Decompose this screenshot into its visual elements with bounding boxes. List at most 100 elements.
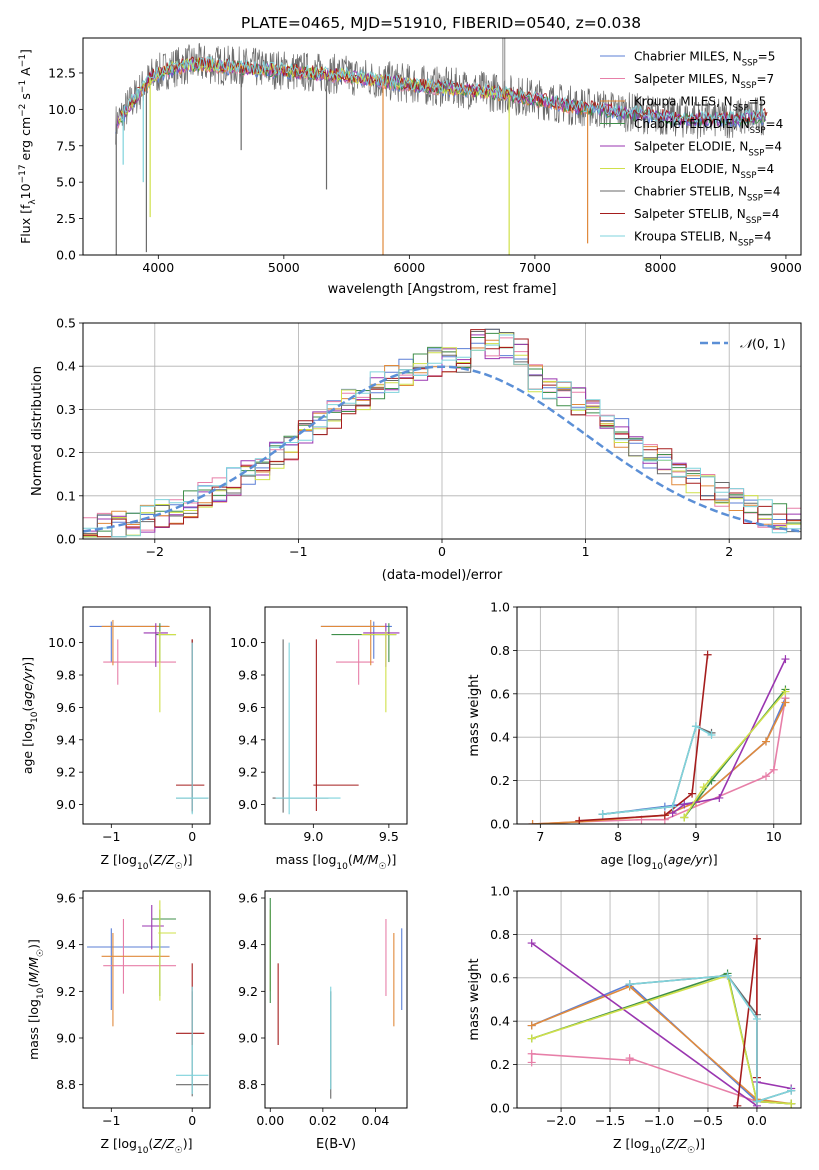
y-tick-label: 9.8 (238, 668, 258, 683)
y-tick-label: 0.0 (490, 817, 510, 832)
plot-area (272, 619, 400, 815)
mass-weight-line (531, 974, 792, 1105)
mass-weight-marker (723, 971, 732, 980)
figure-title: PLATE=0465, MJD=51910, FIBERID=0540, z=0… (241, 14, 641, 32)
y-tick-label: 9.4 (56, 732, 76, 747)
y-tick-label: 0.2 (56, 445, 76, 460)
y-tick-label: 9.4 (238, 937, 258, 952)
axes-frame (82, 890, 211, 1109)
y-tick-label: 9.8 (56, 668, 76, 683)
panel-mass-weight-vs-Z: −2.0 −1.5 −1.0 −0.5 0.0 0.0 0.2 0.4 0.6 0.8 1.0 Z [… (467, 884, 802, 1156)
spectrum-line (117, 57, 512, 125)
y-tick-label: 9.6 (238, 700, 258, 715)
panel-age-vs-Z: −1 0 9.0 9.2 9.4 9.6 9.8 10.0 Z [log10(Z/Z☉)] age… (20, 606, 211, 872)
mass-weight-marker (761, 772, 770, 781)
x-tick-label: 7 (536, 829, 544, 844)
y-tick-label: 0.4 (490, 730, 510, 745)
y-tick-label: 8.8 (56, 1077, 76, 1092)
mass-weight-marker (787, 1086, 796, 1095)
y-tick-label: 9.0 (238, 1031, 258, 1046)
y-tick-label: 9.6 (56, 700, 76, 715)
residual-histogram (83, 334, 801, 538)
mass-weight-marker (787, 1099, 796, 1108)
legend: Chabrier MILES, NSSP=5 Salpeter MILES, NS… (600, 50, 783, 249)
mass-weight-marker (733, 1101, 742, 1108)
legend-label: Chabrier ELODIE, NSSP=4 (634, 117, 783, 136)
panel-mass-vs-Z: −1 0 8.8 9.0 9.2 9.4 9.6 Z [log10(Z/Z☉)] mass [l… (26, 890, 211, 1156)
axes-frame (82, 606, 211, 825)
y-tick-label: 9.0 (56, 797, 76, 812)
y-tick-label: 9.0 (238, 797, 258, 812)
y-tick-label: 9.2 (56, 984, 76, 999)
y-axis-label: Flux [fλ10−17 erg cm−2 s−1 A−1] (18, 49, 38, 244)
x-tick-label: −1.5 (595, 1113, 625, 1128)
mass-weight-marker (527, 939, 536, 948)
y-tick-label: 0.2 (490, 1057, 510, 1072)
panel-spectrum: 4000 5000 6000 7000 8000 9000 0.0 2.5 5.0 7.5 10.0… (18, 37, 802, 297)
y-tick-label: 5.0 (56, 175, 76, 190)
y-tick-label: 9.2 (238, 984, 258, 999)
mass-weight-marker (680, 800, 689, 809)
mass-weight-marker (625, 980, 634, 989)
legend-label: Salpeter STELIB, NSSP=4 (634, 207, 779, 226)
mass-weight-line (629, 974, 792, 1103)
mass-weight-line (629, 974, 792, 1103)
x-tick-label: 4000 (142, 260, 174, 275)
mass-weight-marker (715, 793, 724, 802)
plot-area (115, 38, 768, 255)
x-tick-label: 6000 (393, 260, 425, 275)
legend-label: Kroupa STELIB, NSSP=4 (634, 230, 772, 249)
y-tick-label: 2.5 (56, 211, 76, 226)
x-axis-label: wavelength [Angstrom, rest frame] (328, 282, 557, 297)
x-tick-label: 0 (188, 829, 196, 844)
mass-weight-line (579, 654, 709, 822)
x-tick-label: 1 (582, 544, 590, 559)
x-tick-label: 0.0 (747, 1113, 767, 1128)
y-axis-label: mass weight (467, 674, 482, 756)
x-tick-label: −1.0 (644, 1113, 674, 1128)
plot-area (528, 650, 790, 824)
mass-weight-marker (527, 1058, 536, 1067)
y-tick-label: 7.5 (56, 138, 76, 153)
y-tick-label: 9.6 (56, 891, 76, 906)
mass-weight-marker (691, 722, 700, 731)
y-tick-label: 9.2 (56, 765, 76, 780)
mass-weight-line (531, 983, 792, 1105)
mass-weight-marker (752, 934, 761, 943)
mass-weight-line (531, 985, 792, 1105)
y-tick-label: 0.0 (56, 532, 76, 547)
y-tick-label: 0.8 (490, 927, 510, 942)
mass-weight-marker (688, 789, 697, 798)
mass-weight-marker (769, 765, 778, 774)
y-tick-label: 10.0 (48, 635, 76, 650)
legend-label: Chabrier STELIB, NSSP=4 (634, 185, 781, 204)
spectrum-line (120, 56, 768, 126)
x-tick-label: 9.0 (303, 829, 323, 844)
plot-area (83, 328, 801, 538)
y-tick-label: 0.1 (56, 488, 76, 503)
mass-weight-marker (707, 731, 716, 740)
y-tick-label: 0.6 (490, 686, 510, 701)
x-tick-label: 10 (766, 829, 782, 844)
y-tick-label: 0.5 (56, 316, 76, 331)
x-tick-label: 0.02 (309, 1113, 337, 1128)
y-axis-label: mass weight (467, 958, 482, 1040)
x-tick-label: −1 (102, 829, 120, 844)
y-tick-label: 0.0 (56, 248, 76, 263)
mass-weight-line (602, 725, 712, 815)
panel-residuals: −2 −1 0 1 2 0.0 0.1 0.2 0.3 0.4 0.5 𝒩(0, 1) (data-mo… (30, 316, 802, 583)
mass-weight-marker (625, 1054, 634, 1063)
x-tick-label: −2.0 (546, 1113, 576, 1128)
x-tick-label: 0 (438, 544, 446, 559)
x-axis-label: age [log10(age/yr)] (600, 852, 717, 872)
x-tick-label: 2 (725, 544, 733, 559)
x-tick-label: 0.04 (362, 1113, 390, 1128)
mass-weight-marker (527, 1034, 536, 1043)
x-axis-label: (data-model)/error (382, 568, 503, 583)
y-tick-label: 0.2 (490, 773, 510, 788)
plot-area (269, 898, 403, 1099)
mass-weight-marker (781, 655, 790, 664)
x-tick-label: 8 (614, 829, 622, 844)
y-axis-label: Normed distribution (30, 366, 45, 496)
residual-histogram (83, 329, 801, 538)
